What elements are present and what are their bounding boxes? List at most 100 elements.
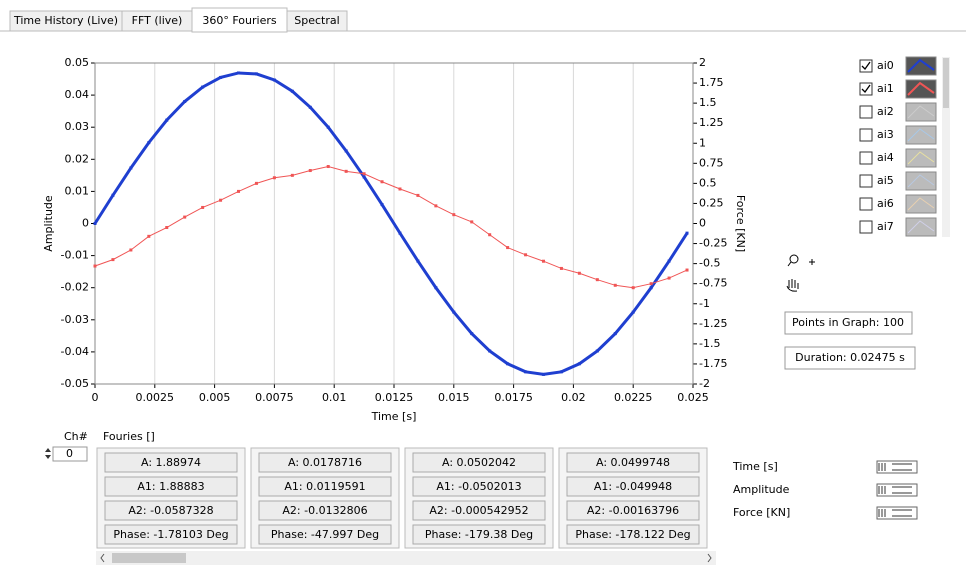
scale-format-icon[interactable] bbox=[876, 483, 918, 497]
legend-swatch[interactable] bbox=[905, 79, 937, 99]
data-point bbox=[434, 286, 438, 290]
data-point bbox=[183, 100, 187, 104]
fourier-value: Phase: -179.38 Deg bbox=[425, 528, 533, 541]
channel-value[interactable]: 0 bbox=[66, 447, 73, 460]
graph-tools[interactable] bbox=[786, 254, 815, 292]
legend-swatch[interactable] bbox=[905, 148, 937, 168]
scroll-arrows[interactable] bbox=[100, 553, 712, 563]
fourier-value: A1: -0.0502013 bbox=[436, 480, 521, 493]
data-point bbox=[488, 233, 492, 237]
legend-swatch[interactable] bbox=[905, 171, 937, 191]
legend-label[interactable]: ai3 bbox=[877, 128, 894, 141]
legend-swatch-line[interactable] bbox=[907, 58, 935, 73]
y-tick-label: -0.02 bbox=[61, 281, 89, 294]
legend-checkbox[interactable] bbox=[859, 151, 873, 165]
data-point bbox=[344, 169, 348, 173]
data-point bbox=[326, 165, 330, 169]
data-point bbox=[542, 259, 545, 263]
data-point bbox=[667, 259, 671, 263]
y-tick-label: 0 bbox=[82, 217, 89, 230]
legend-swatch-line[interactable] bbox=[907, 151, 935, 165]
legend-swatch[interactable] bbox=[905, 56, 937, 76]
legend-swatch[interactable] bbox=[905, 125, 937, 145]
legend-checkbox[interactable] bbox=[859, 174, 873, 188]
legend-swatch[interactable] bbox=[905, 102, 937, 122]
tab[interactable] bbox=[286, 10, 348, 32]
zoom-icon[interactable] bbox=[789, 254, 799, 264]
legend-swatch-line[interactable] bbox=[907, 197, 935, 211]
scale-format-glyph[interactable] bbox=[878, 509, 912, 517]
data-point bbox=[577, 362, 581, 366]
y2-tick-label: -0.75 bbox=[699, 277, 727, 290]
data-point bbox=[380, 180, 384, 184]
legend-label[interactable]: ai6 bbox=[877, 197, 894, 210]
data-point bbox=[219, 198, 223, 202]
fourier-field bbox=[104, 476, 238, 497]
data-point bbox=[93, 264, 97, 268]
legend-label[interactable]: ai7 bbox=[877, 220, 894, 233]
tab-label[interactable]: 360° Fouriers bbox=[202, 14, 276, 27]
legend-scroll-thumb[interactable] bbox=[943, 58, 949, 108]
data-point bbox=[272, 78, 276, 82]
scale-legend-label: Amplitude bbox=[733, 483, 790, 496]
scrollbar[interactable] bbox=[96, 551, 716, 565]
legend-checkbox[interactable] bbox=[859, 128, 873, 142]
legend-checkbox[interactable] bbox=[859, 105, 873, 119]
scale-format-glyph[interactable] bbox=[878, 486, 912, 494]
legend-checkbox[interactable] bbox=[859, 197, 873, 211]
channel-input[interactable] bbox=[52, 446, 88, 462]
legend-label[interactable]: ai5 bbox=[877, 174, 894, 187]
legend-label[interactable]: ai0 bbox=[877, 59, 894, 72]
legend-checkbox[interactable] bbox=[859, 82, 873, 96]
scrollbar-thumb[interactable] bbox=[112, 553, 186, 563]
y2-tick-label: 1.75 bbox=[699, 76, 724, 89]
legend-swatch-line[interactable] bbox=[907, 220, 935, 234]
fourier-value: A2: -0.0132806 bbox=[282, 504, 367, 517]
legend-swatch[interactable] bbox=[905, 194, 937, 214]
x-tick-label: 0.025 bbox=[677, 391, 709, 404]
legend-swatch-line[interactable] bbox=[907, 174, 935, 188]
legend-swatch-line[interactable] bbox=[907, 128, 935, 142]
data-point bbox=[362, 175, 366, 179]
fourier-value: A: 0.0502042 bbox=[442, 456, 516, 469]
scale-format-icon[interactable] bbox=[876, 460, 918, 474]
legend-label[interactable]: ai1 bbox=[877, 82, 894, 95]
x-tick-label: 0.0025 bbox=[136, 391, 175, 404]
legend-swatch-line[interactable] bbox=[907, 105, 935, 119]
legend-label[interactable]: ai4 bbox=[877, 151, 894, 164]
legend-swatch-line[interactable] bbox=[907, 81, 935, 96]
data-point bbox=[129, 248, 133, 252]
fourier-field bbox=[258, 476, 392, 497]
fourier-field bbox=[412, 524, 546, 545]
checkmark[interactable] bbox=[861, 84, 871, 94]
tab-label[interactable]: Spectral bbox=[294, 14, 339, 27]
legend-label[interactable]: ai2 bbox=[877, 105, 894, 118]
spinner[interactable] bbox=[45, 448, 51, 459]
fourier-field bbox=[412, 452, 546, 473]
scale-format-icon[interactable] bbox=[876, 506, 918, 520]
checkmark[interactable] bbox=[861, 61, 871, 71]
y2-tick-label: 0.75 bbox=[699, 156, 724, 169]
legend-swatch[interactable] bbox=[905, 217, 937, 237]
tab-label[interactable]: FFT (live) bbox=[132, 14, 183, 27]
data-point bbox=[416, 193, 420, 197]
legend-checkbox[interactable] bbox=[859, 220, 873, 234]
zoom-icon[interactable] bbox=[787, 261, 792, 267]
legend-scrollbar[interactable] bbox=[942, 57, 950, 237]
y2-tick-label: -1 bbox=[699, 297, 710, 310]
x-tick-label: 0.0075 bbox=[255, 391, 294, 404]
fourier-field bbox=[104, 524, 238, 545]
data-point bbox=[470, 332, 474, 336]
data-point bbox=[416, 259, 420, 263]
tab-label[interactable]: Time History (Live) bbox=[13, 14, 118, 27]
data-point bbox=[380, 203, 384, 207]
pan-icon[interactable] bbox=[786, 279, 799, 292]
fourier-value: Phase: -1.78103 Deg bbox=[113, 528, 228, 541]
legend-checkbox[interactable] bbox=[859, 59, 873, 73]
fourier-field bbox=[566, 500, 700, 521]
info-box bbox=[784, 346, 916, 370]
scale-format-glyph[interactable] bbox=[878, 463, 912, 471]
fourier-value: A: 0.0178716 bbox=[288, 456, 362, 469]
channel-label: Ch# bbox=[64, 430, 88, 443]
y2-tick-label: -2 bbox=[699, 377, 710, 390]
